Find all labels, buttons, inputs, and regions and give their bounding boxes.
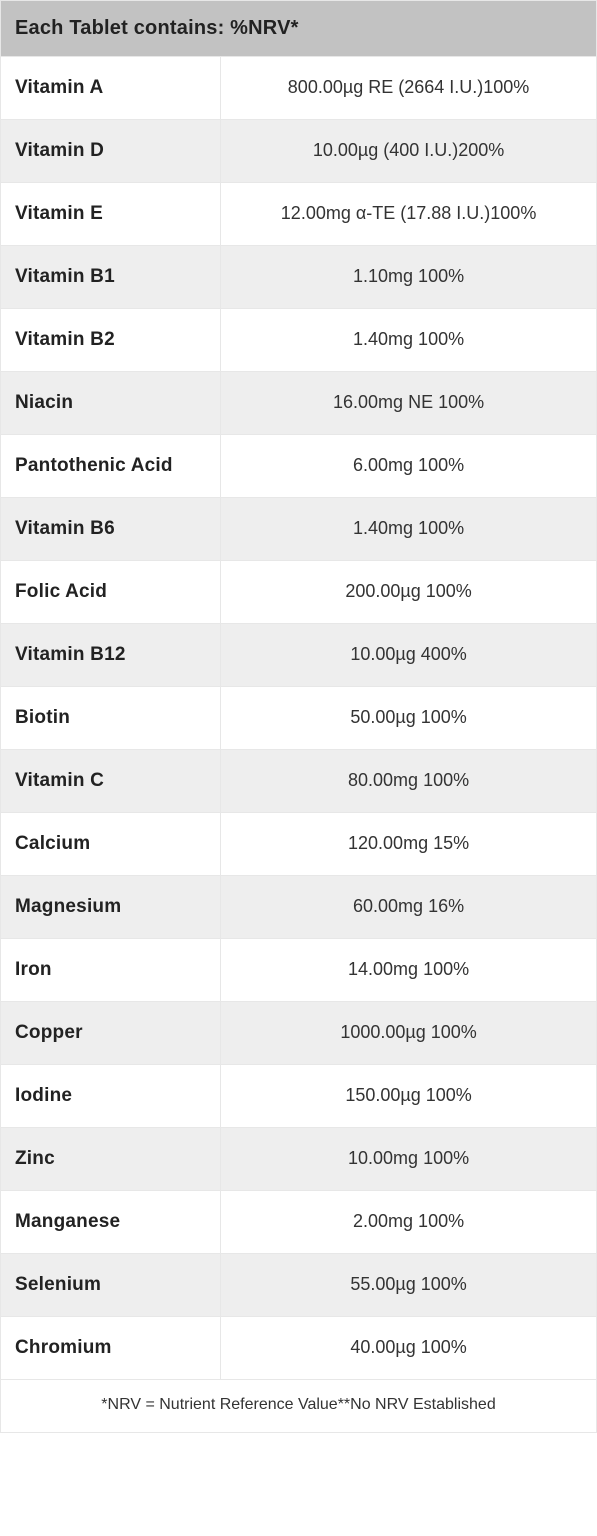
- table-body: Vitamin A800.00µg RE (2664 I.U.)100%Vita…: [1, 57, 596, 1380]
- table-row: Chromium40.00µg 100%: [1, 1317, 596, 1380]
- nutrient-value: 150.00µg 100%: [221, 1065, 596, 1127]
- nutrient-value: 800.00µg RE (2664 I.U.)100%: [221, 57, 596, 119]
- table-row: Magnesium60.00mg 16%: [1, 876, 596, 939]
- nutrient-table: Each Tablet contains: %NRV* Vitamin A800…: [0, 0, 597, 1433]
- nutrient-name: Magnesium: [1, 876, 221, 938]
- nutrient-value: 200.00µg 100%: [221, 561, 596, 623]
- nutrient-value: 120.00mg 15%: [221, 813, 596, 875]
- table-row: Manganese2.00mg 100%: [1, 1191, 596, 1254]
- nutrient-name: Zinc: [1, 1128, 221, 1190]
- nutrient-value: 1.40mg 100%: [221, 309, 596, 371]
- nutrient-name: Iron: [1, 939, 221, 1001]
- table-header: Each Tablet contains: %NRV*: [1, 1, 596, 57]
- nutrient-name: Iodine: [1, 1065, 221, 1127]
- nutrient-name: Manganese: [1, 1191, 221, 1253]
- table-row: Copper1000.00µg 100%: [1, 1002, 596, 1065]
- nutrient-value: 60.00mg 16%: [221, 876, 596, 938]
- table-row: Folic Acid200.00µg 100%: [1, 561, 596, 624]
- nutrient-value: 6.00mg 100%: [221, 435, 596, 497]
- nutrient-value: 14.00mg 100%: [221, 939, 596, 1001]
- nutrient-name: Vitamin B12: [1, 624, 221, 686]
- nutrient-value: 2.00mg 100%: [221, 1191, 596, 1253]
- nutrient-name: Vitamin D: [1, 120, 221, 182]
- nutrient-value: 16.00mg NE 100%: [221, 372, 596, 434]
- table-row: Pantothenic Acid6.00mg 100%: [1, 435, 596, 498]
- nutrient-name: Folic Acid: [1, 561, 221, 623]
- nutrient-value: 80.00mg 100%: [221, 750, 596, 812]
- nutrient-value: 40.00µg 100%: [221, 1317, 596, 1379]
- table-row: Vitamin B61.40mg 100%: [1, 498, 596, 561]
- table-row: Vitamin E12.00mg α-TE (17.88 I.U.)100%: [1, 183, 596, 246]
- nutrient-name: Vitamin B2: [1, 309, 221, 371]
- nutrient-value: 1.40mg 100%: [221, 498, 596, 560]
- table-row: Vitamin D10.00µg (400 I.U.)200%: [1, 120, 596, 183]
- table-row: Vitamin A800.00µg RE (2664 I.U.)100%: [1, 57, 596, 120]
- table-row: Calcium120.00mg 15%: [1, 813, 596, 876]
- nutrient-value: 10.00µg (400 I.U.)200%: [221, 120, 596, 182]
- nutrient-name: Biotin: [1, 687, 221, 749]
- nutrient-value: 10.00µg 400%: [221, 624, 596, 686]
- nutrient-value: 10.00mg 100%: [221, 1128, 596, 1190]
- nutrient-value: 50.00µg 100%: [221, 687, 596, 749]
- nutrient-value: 1.10mg 100%: [221, 246, 596, 308]
- nutrient-name: Vitamin B1: [1, 246, 221, 308]
- nutrient-name: Pantothenic Acid: [1, 435, 221, 497]
- table-row: Selenium55.00µg 100%: [1, 1254, 596, 1317]
- table-row: Iodine150.00µg 100%: [1, 1065, 596, 1128]
- table-footer: *NRV = Nutrient Reference Value**No NRV …: [1, 1380, 596, 1432]
- nutrient-name: Vitamin A: [1, 57, 221, 119]
- nutrient-name: Vitamin E: [1, 183, 221, 245]
- table-row: Niacin16.00mg NE 100%: [1, 372, 596, 435]
- table-row: Vitamin C80.00mg 100%: [1, 750, 596, 813]
- table-row: Zinc10.00mg 100%: [1, 1128, 596, 1191]
- nutrient-name: Vitamin C: [1, 750, 221, 812]
- nutrient-name: Chromium: [1, 1317, 221, 1379]
- nutrient-name: Vitamin B6: [1, 498, 221, 560]
- nutrient-value: 12.00mg α-TE (17.88 I.U.)100%: [221, 183, 596, 245]
- table-row: Biotin50.00µg 100%: [1, 687, 596, 750]
- table-row: Vitamin B1210.00µg 400%: [1, 624, 596, 687]
- nutrient-name: Copper: [1, 1002, 221, 1064]
- table-row: Iron14.00mg 100%: [1, 939, 596, 1002]
- table-row: Vitamin B21.40mg 100%: [1, 309, 596, 372]
- nutrient-value: 55.00µg 100%: [221, 1254, 596, 1316]
- table-row: Vitamin B11.10mg 100%: [1, 246, 596, 309]
- nutrient-name: Calcium: [1, 813, 221, 875]
- nutrient-name: Niacin: [1, 372, 221, 434]
- nutrient-value: 1000.00µg 100%: [221, 1002, 596, 1064]
- nutrient-name: Selenium: [1, 1254, 221, 1316]
